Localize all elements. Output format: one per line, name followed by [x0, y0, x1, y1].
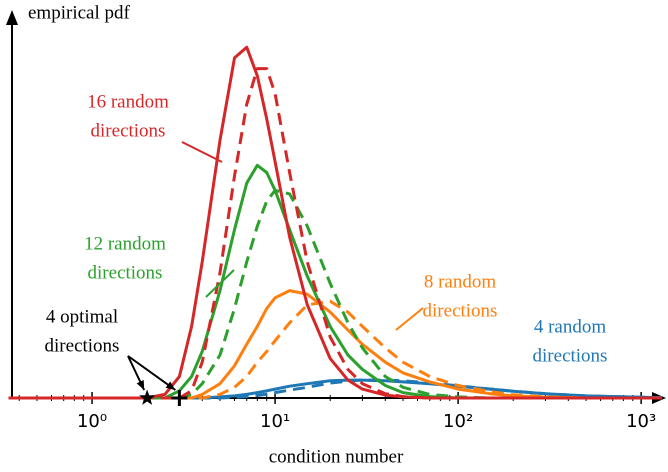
- x-tick-label: 10⁰: [77, 411, 107, 432]
- series-line: [8, 67, 662, 400]
- annotation: 4 random: [534, 316, 607, 337]
- y-axis-label: empirical pdf: [28, 2, 130, 23]
- annotation: directions: [91, 120, 166, 141]
- annotation-line: [205, 269, 235, 298]
- annotation-line: [395, 307, 424, 331]
- annotation: 12 random: [84, 233, 166, 254]
- annotation: directions: [45, 335, 120, 356]
- x-tick-label: 10¹: [260, 411, 290, 432]
- annotation: directions: [533, 345, 608, 366]
- annotation-line: [181, 141, 223, 163]
- arrow-head: [136, 380, 145, 390]
- y-axis-arrow: [6, 10, 18, 25]
- series-line: [8, 378, 663, 400]
- annotation: 4 optimal: [46, 306, 118, 327]
- x-tick-label: 10²: [443, 411, 473, 432]
- annotation-arrow: [127, 355, 176, 391]
- x-tick-label: 10³: [626, 411, 656, 432]
- star-marker: [139, 389, 156, 405]
- x-axis-label: condition number: [269, 446, 404, 467]
- annotation: 16 random: [87, 91, 169, 112]
- annotation: directions: [88, 262, 163, 283]
- arrow-head: [165, 381, 176, 390]
- plus-marker: [171, 390, 188, 406]
- annotation: 8 random: [424, 271, 497, 292]
- annotation: directions: [423, 300, 498, 321]
